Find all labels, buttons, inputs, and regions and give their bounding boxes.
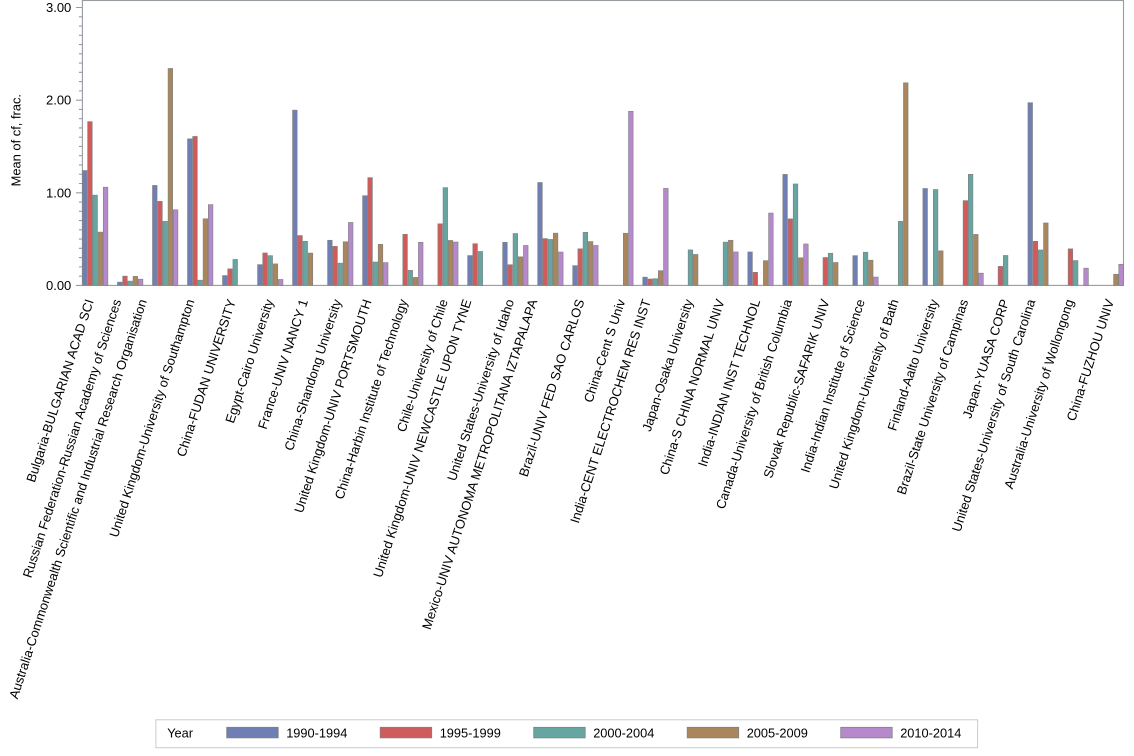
svg-text:0.00: 0.00 xyxy=(46,278,71,293)
svg-text:1.00: 1.00 xyxy=(46,185,71,200)
svg-text:2010-2014: 2010-2014 xyxy=(900,725,961,740)
svg-text:Year: Year xyxy=(167,725,194,740)
svg-text:Mean of cf, frac.: Mean of cf, frac. xyxy=(8,94,23,186)
svg-text:2.00: 2.00 xyxy=(46,93,71,108)
svg-text:2005-2009: 2005-2009 xyxy=(747,725,808,740)
svg-text:2000-2004: 2000-2004 xyxy=(593,725,654,740)
svg-text:1990-1994: 1990-1994 xyxy=(286,725,347,740)
svg-text:1995-1999: 1995-1999 xyxy=(440,725,501,740)
svg-text:3.00: 3.00 xyxy=(46,0,71,15)
